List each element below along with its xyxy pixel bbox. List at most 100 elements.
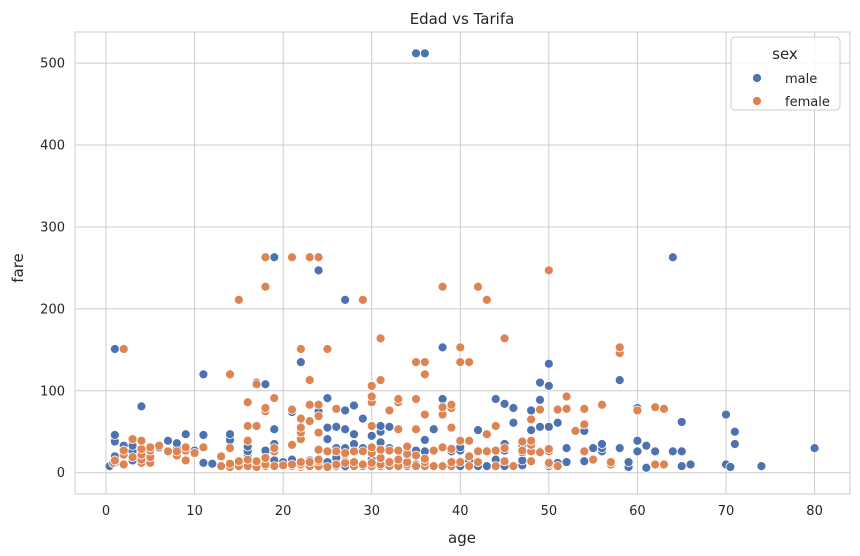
data-point-female — [446, 399, 457, 410]
data-point-female — [163, 446, 173, 457]
data-point-male — [508, 417, 519, 428]
data-point-male — [667, 252, 678, 263]
legend-label-female: female — [785, 95, 830, 110]
data-point-female — [393, 394, 404, 404]
chart-title: Edad vs Tarifa — [410, 10, 515, 28]
data-point-female — [455, 357, 466, 368]
data-point-female — [481, 294, 492, 305]
y-tick-label: 500 — [40, 57, 65, 72]
y-tick-label: 300 — [40, 220, 65, 235]
data-point-male — [437, 394, 448, 404]
data-point-female — [331, 459, 342, 470]
data-point-female — [242, 454, 253, 465]
data-point-female — [455, 457, 466, 467]
x-tick-label: 10 — [186, 504, 203, 519]
data-point-female — [375, 375, 386, 386]
data-point-male — [269, 252, 280, 263]
data-point-female — [499, 333, 510, 344]
data-point-female — [127, 434, 138, 445]
data-point-female — [632, 405, 643, 416]
data-point-female — [171, 446, 182, 457]
data-point-female — [464, 461, 475, 472]
data-point-female — [588, 454, 599, 465]
data-point-female — [251, 379, 262, 390]
legend-label-male: male — [785, 72, 817, 87]
data-point-female — [375, 453, 386, 463]
data-point-female — [118, 459, 129, 470]
data-point-male — [225, 429, 235, 440]
x-tick-label: 60 — [629, 504, 646, 519]
data-point-male — [198, 430, 209, 440]
data-point-female — [473, 457, 483, 467]
data-point-female — [446, 457, 457, 467]
data-point-female — [419, 409, 430, 420]
data-point-female — [543, 265, 554, 276]
data-point-female — [499, 443, 510, 454]
data-point-female — [225, 443, 235, 454]
data-point-female — [136, 444, 147, 454]
data-point-female — [375, 333, 386, 344]
data-point-male — [411, 48, 421, 59]
data-point-female — [154, 440, 165, 451]
data-point-female — [393, 424, 404, 435]
data-point-female — [464, 435, 475, 446]
data-point-female — [490, 421, 501, 431]
data-point-female — [579, 419, 590, 430]
data-point-female — [295, 422, 306, 433]
data-point-female — [295, 457, 306, 467]
data-point-female — [614, 342, 625, 353]
data-point-female — [659, 459, 669, 470]
data-point-female — [428, 461, 439, 472]
data-point-female — [535, 404, 545, 415]
data-point-female — [517, 445, 528, 456]
data-point-female — [233, 456, 244, 467]
data-point-female — [287, 459, 297, 470]
data-point-female — [331, 403, 342, 414]
data-point-female — [411, 357, 421, 368]
data-point-female — [180, 442, 191, 453]
data-point-female — [473, 446, 483, 457]
data-point-male — [685, 459, 696, 470]
data-point-female — [499, 456, 510, 467]
data-point-male — [349, 400, 359, 411]
data-point-female — [109, 455, 120, 466]
data-point-female — [579, 403, 590, 414]
data-point-female — [402, 441, 413, 452]
data-point-female — [313, 427, 324, 438]
data-point-female — [349, 446, 359, 457]
data-point-female — [517, 436, 528, 447]
data-point-female — [251, 421, 262, 431]
data-point-female — [322, 446, 333, 457]
data-point-female — [198, 442, 209, 453]
data-point-female — [287, 404, 297, 415]
data-point-male — [597, 439, 607, 449]
data-point-female — [225, 369, 235, 380]
data-point-female — [402, 457, 413, 467]
data-point-female — [597, 399, 607, 410]
data-point-male — [535, 421, 545, 432]
data-point-male — [198, 369, 209, 380]
data-point-female — [437, 461, 448, 472]
data-point-female — [118, 344, 129, 354]
data-point-male — [667, 446, 678, 457]
data-point-female — [366, 421, 377, 431]
data-point-female — [357, 446, 368, 457]
data-point-female — [384, 457, 395, 467]
data-point-female — [605, 457, 616, 467]
data-point-male — [490, 394, 501, 404]
data-point-female — [313, 411, 324, 422]
data-point-female — [393, 445, 404, 456]
data-point-male — [322, 422, 333, 433]
data-point-male — [729, 439, 740, 449]
data-point-female — [411, 461, 421, 472]
data-point-male — [136, 401, 147, 412]
data-point-female — [419, 357, 430, 368]
data-point-female — [189, 448, 200, 458]
data-point-male — [552, 417, 563, 428]
data-point-female — [357, 294, 368, 305]
series-female — [108, 252, 669, 472]
data-point-female — [561, 391, 572, 402]
data-point-female — [579, 446, 590, 457]
data-point-female — [233, 294, 244, 305]
